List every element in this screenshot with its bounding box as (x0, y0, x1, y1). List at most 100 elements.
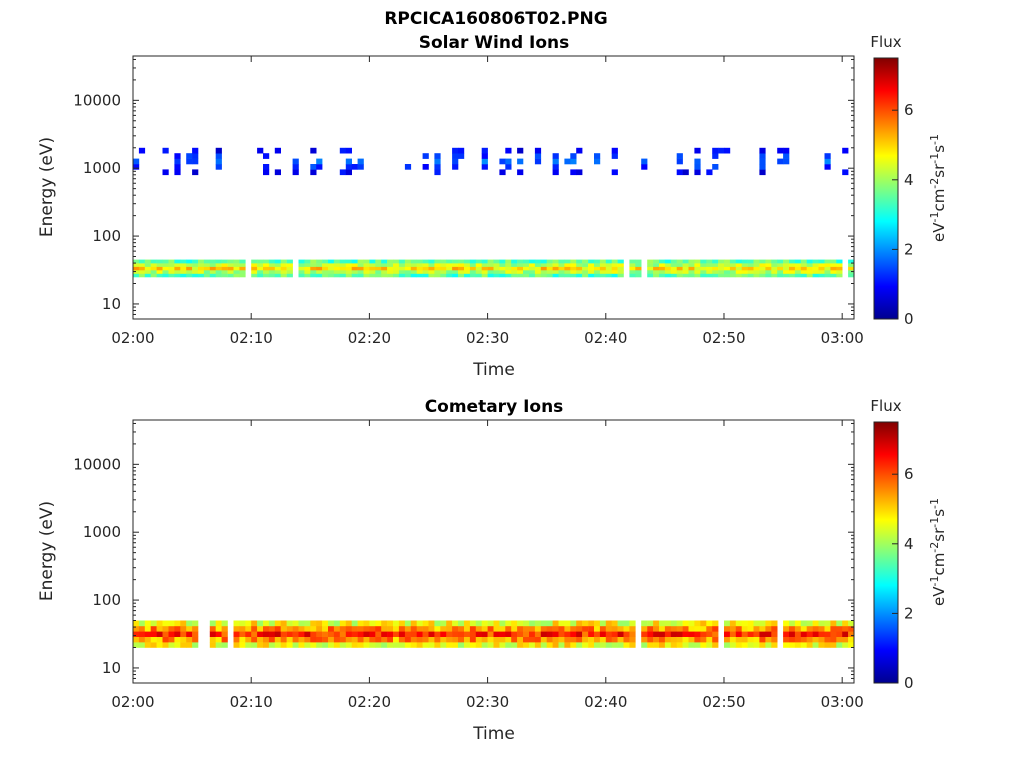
spectrogram-cell (298, 620, 305, 627)
spectrogram-cell (564, 266, 571, 271)
spectrogram-cell (629, 642, 636, 648)
spectrogram-cell (806, 270, 813, 274)
spectrogram-cell (676, 270, 683, 274)
spectrogram-cell (263, 625, 270, 632)
spectrogram-cell (824, 273, 831, 278)
spectrogram-cell (404, 259, 412, 264)
spectrogram-cell (475, 636, 482, 643)
spectrogram-cell (741, 273, 748, 278)
spectrogram-cell (292, 642, 299, 648)
spectrogram-cell (369, 631, 376, 637)
spectrogram-cell (487, 636, 494, 643)
spectrogram-cell (133, 273, 140, 278)
spectrogram-cell (729, 270, 737, 274)
spectrogram-cell (280, 642, 287, 648)
spectrogram-cell (564, 636, 571, 643)
spectrogram-cell (629, 273, 636, 278)
spectrogram-cell (806, 625, 813, 632)
spectrogram-cell (753, 259, 760, 264)
x-axis: 02:00 02:10 02:20 02:30 02:40 02:50 03:00 (111, 420, 864, 711)
spectrogram-cell (599, 259, 607, 264)
spectrogram-cell (511, 263, 518, 267)
spectrogram-cell (333, 270, 341, 274)
spectrogram-cell (174, 620, 181, 627)
spectrogram-cell (546, 625, 553, 632)
spectrogram-cell (552, 636, 559, 643)
spectrogram-cell (245, 625, 252, 632)
spectrogram-cell (251, 273, 258, 278)
spectrogram-cell (186, 631, 193, 637)
spectrogram-cell (156, 642, 163, 648)
spectrogram-cell (499, 642, 506, 648)
spectrogram-cell (351, 631, 358, 637)
spectrogram-cell (783, 270, 790, 274)
spectrogram-cell (794, 259, 802, 264)
spectrogram-cell (812, 642, 819, 648)
spectrogram-cell (428, 631, 435, 637)
spectrogram-cell (706, 169, 713, 176)
spectrogram-cell (830, 620, 837, 627)
spectrogram-cell (647, 625, 654, 632)
spectrogram-cell (747, 642, 754, 648)
spectrogram-cell (150, 266, 157, 271)
spectrogram-cell (280, 266, 287, 271)
spectrogram-cell (848, 273, 855, 278)
spectrogram-cell (351, 620, 358, 627)
spectrogram-cell (605, 266, 612, 271)
spectrogram-cell (221, 270, 228, 274)
spectrogram-cell (180, 259, 187, 264)
spectrogram-cell (741, 270, 748, 274)
spectrogram-cell (162, 273, 169, 278)
spectrogram-cell (333, 625, 341, 632)
spectrogram-cell (753, 636, 760, 643)
spectrogram-cell (599, 642, 607, 648)
x-axis: 02:00 02:10 02:20 02:30 02:40 02:50 03:00 (111, 56, 864, 347)
spectrogram-cell (617, 636, 624, 643)
spectrogram-cell (576, 266, 583, 271)
spectrogram-cell (209, 636, 216, 643)
spectrogram-cell (239, 631, 246, 637)
spectrogram-cell (475, 266, 482, 271)
spectrogram-cell (310, 147, 317, 154)
spectrogram-cell (806, 266, 813, 271)
spectrogram-cell (836, 625, 843, 632)
spectrogram-cell (517, 169, 524, 176)
spectrogram-cell (239, 270, 246, 274)
spectrogram-cell (133, 631, 140, 637)
spectrogram-cell (729, 259, 737, 264)
spectrogram-cell (174, 169, 181, 176)
spectrogram-cell (824, 266, 831, 271)
spectrogram-cell (659, 263, 666, 267)
spectrogram-cell (162, 642, 169, 648)
spectrogram-cell (452, 147, 459, 154)
spectrogram-cell (676, 266, 683, 271)
spectrogram-cell (647, 636, 654, 643)
spectrogram-cell (529, 259, 536, 264)
spectrogram-cell (150, 263, 157, 267)
spectrogram-cell (552, 620, 559, 627)
spectrogram-cell (794, 273, 802, 278)
spectrogram-cell (404, 273, 412, 278)
spectrogram-cell (292, 169, 299, 176)
spectrogram-cell (605, 636, 612, 643)
x-tick-label: 02:30 (466, 329, 509, 347)
spectrogram-cell (576, 642, 583, 648)
spectrogram-cell (794, 263, 802, 267)
spectrogram-cell (487, 270, 494, 274)
spectrogram-cell (452, 158, 459, 165)
spectrogram-cell (682, 642, 689, 648)
spectrogram-cell (162, 636, 169, 643)
spectrogram-cell (274, 266, 281, 271)
spectrogram-cell (245, 620, 252, 627)
spectrogram-cell (552, 270, 559, 274)
spectrogram-cell (351, 164, 358, 170)
spectrogram-cell (647, 273, 654, 278)
spectrogram-cell (682, 270, 689, 274)
y-tick-label: 100 (92, 227, 121, 245)
spectrogram-cell (664, 642, 672, 648)
spectrogram-cell (558, 620, 565, 627)
spectrogram-cell (328, 259, 335, 264)
y-tick-label: 10000 (73, 91, 121, 109)
spectrogram-cell (328, 636, 335, 643)
spectrogram-cell (144, 273, 151, 278)
